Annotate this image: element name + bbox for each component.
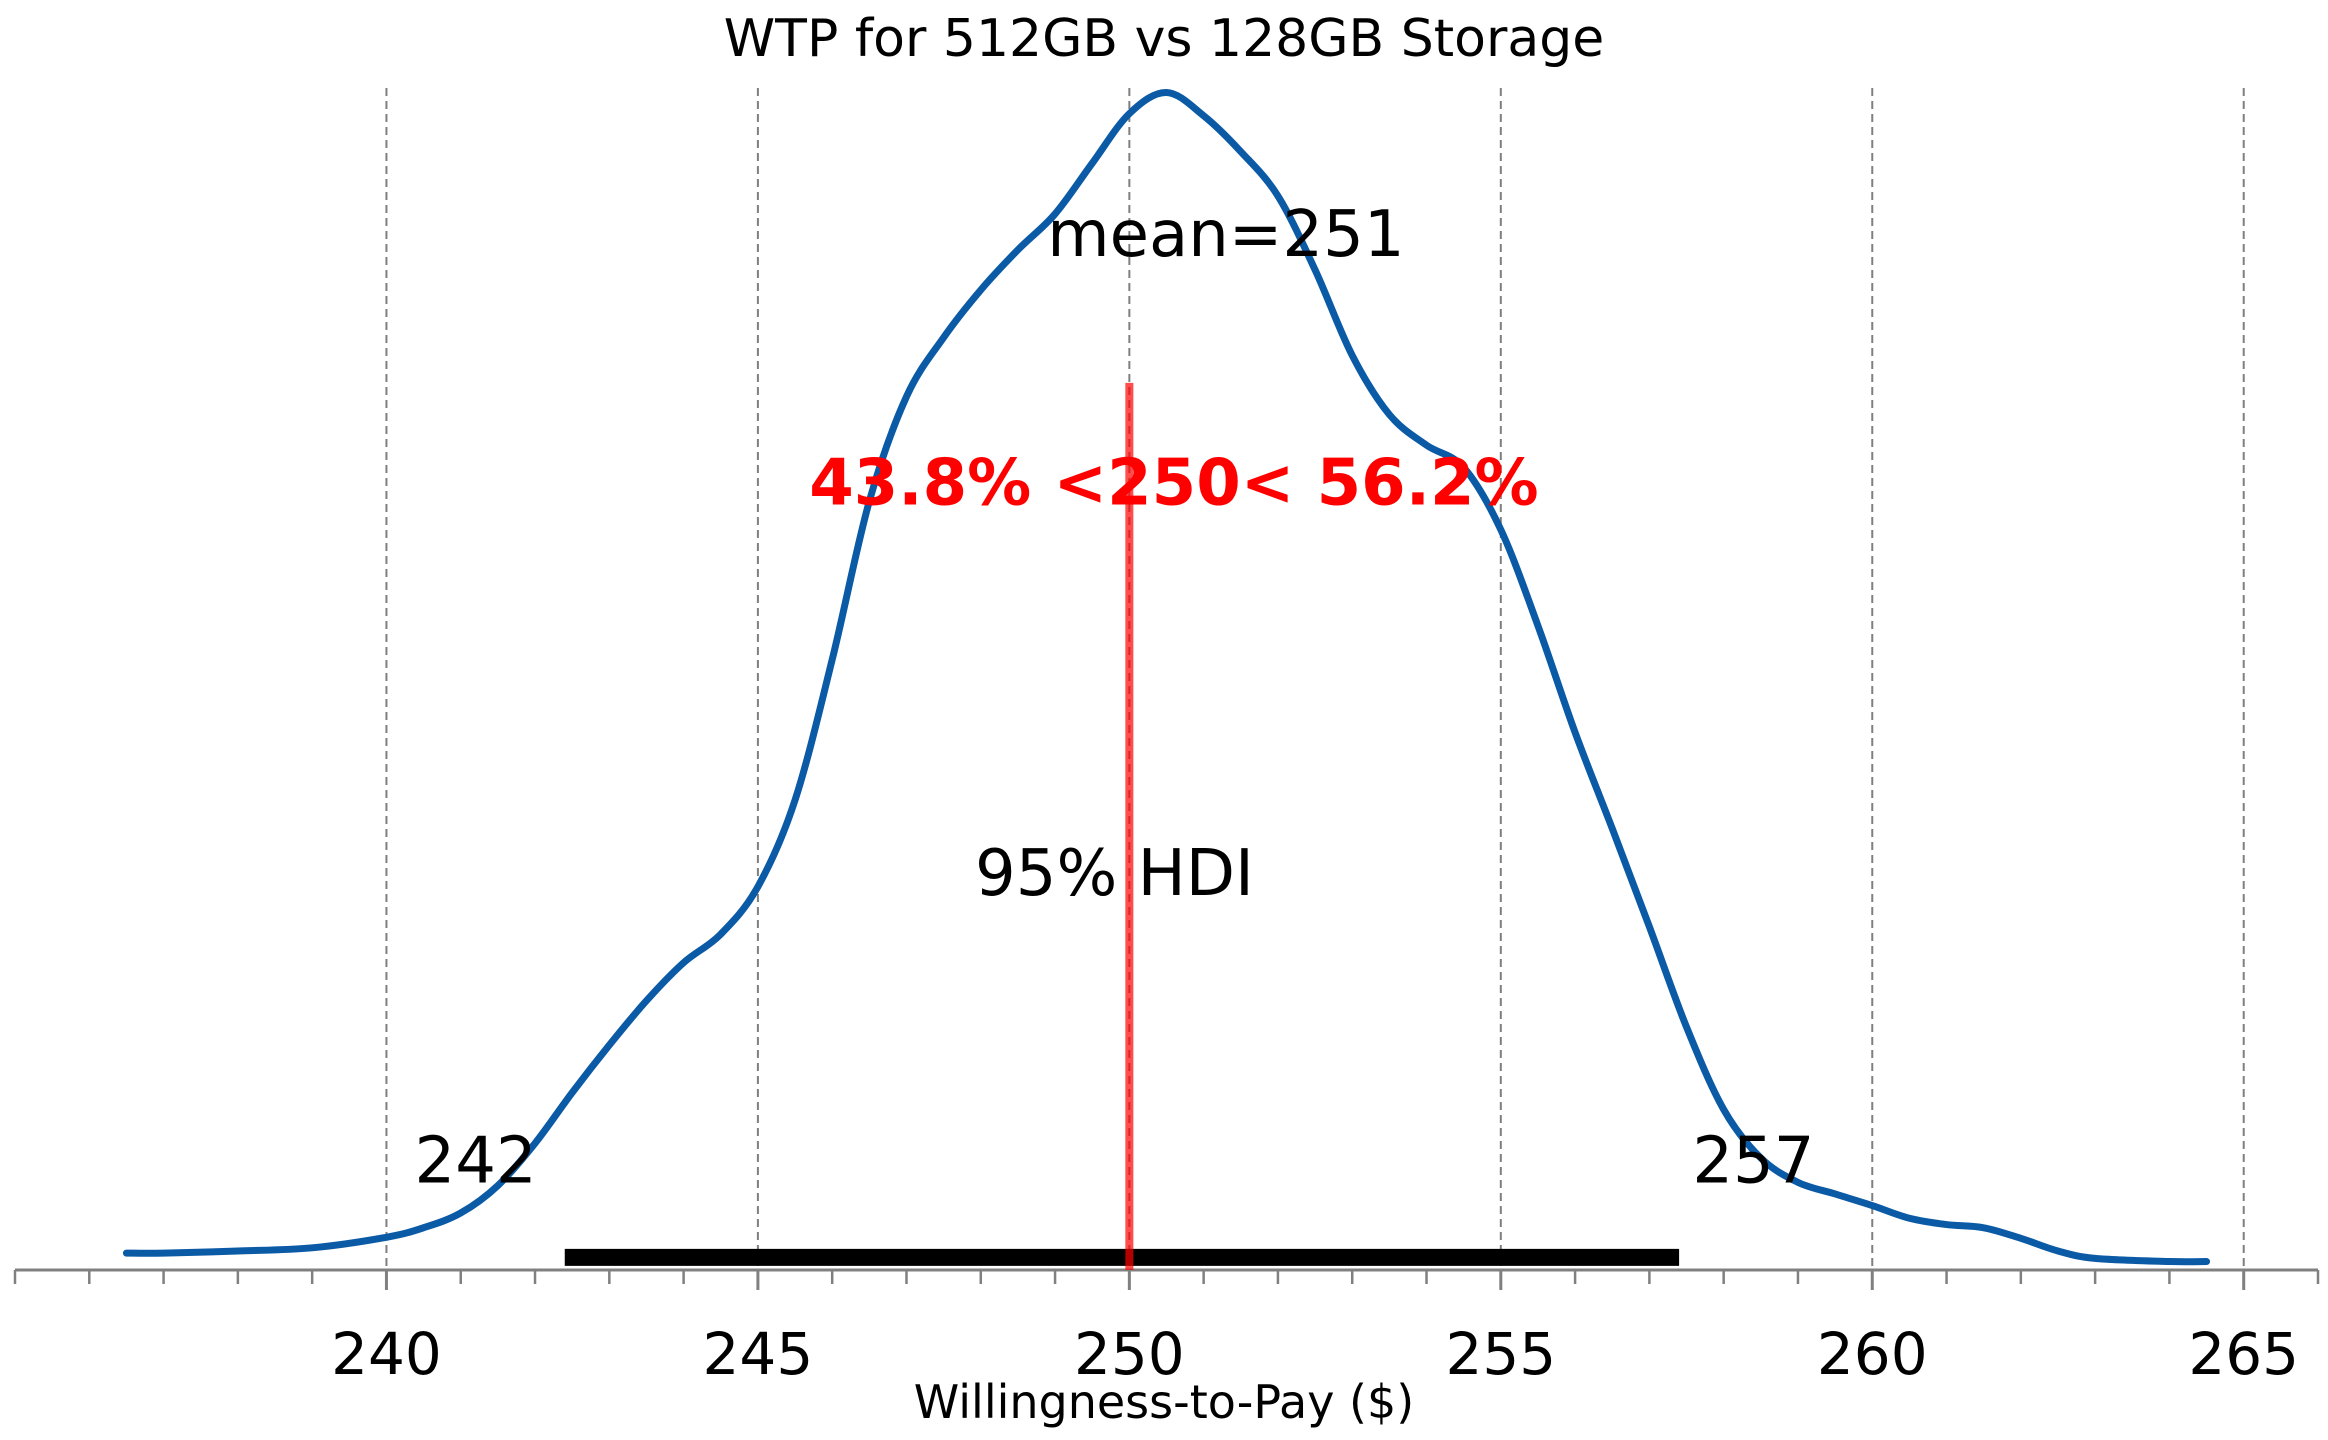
x-axis-label: Willingness-to-Pay ($) xyxy=(914,1375,1414,1429)
x-tick-label: 245 xyxy=(703,1320,814,1388)
x-tick-label: 240 xyxy=(331,1320,442,1388)
x-tick-label: 265 xyxy=(2188,1320,2299,1388)
reference-annotation: 43.8% <250< 56.2% xyxy=(809,446,1538,520)
x-tick-labels: 240 245 250 255 260 265 xyxy=(331,1320,2299,1388)
x-tick-label: 260 xyxy=(1817,1320,1928,1388)
chart-title: WTP for 512GB vs 128GB Storage xyxy=(724,9,1604,69)
x-tick-label: 250 xyxy=(1074,1320,1185,1388)
x-tick-label: 255 xyxy=(1445,1320,1556,1388)
hdi-high-label: 257 xyxy=(1692,1124,1814,1198)
major-ticks xyxy=(384,1270,2246,1290)
mean-annotation: mean=251 xyxy=(1047,198,1404,272)
minor-ticks xyxy=(13,1270,2320,1284)
density-curve xyxy=(122,88,2211,1266)
hdi-low-label: 242 xyxy=(415,1124,537,1198)
hdi-label: 95% HDI xyxy=(975,837,1254,911)
